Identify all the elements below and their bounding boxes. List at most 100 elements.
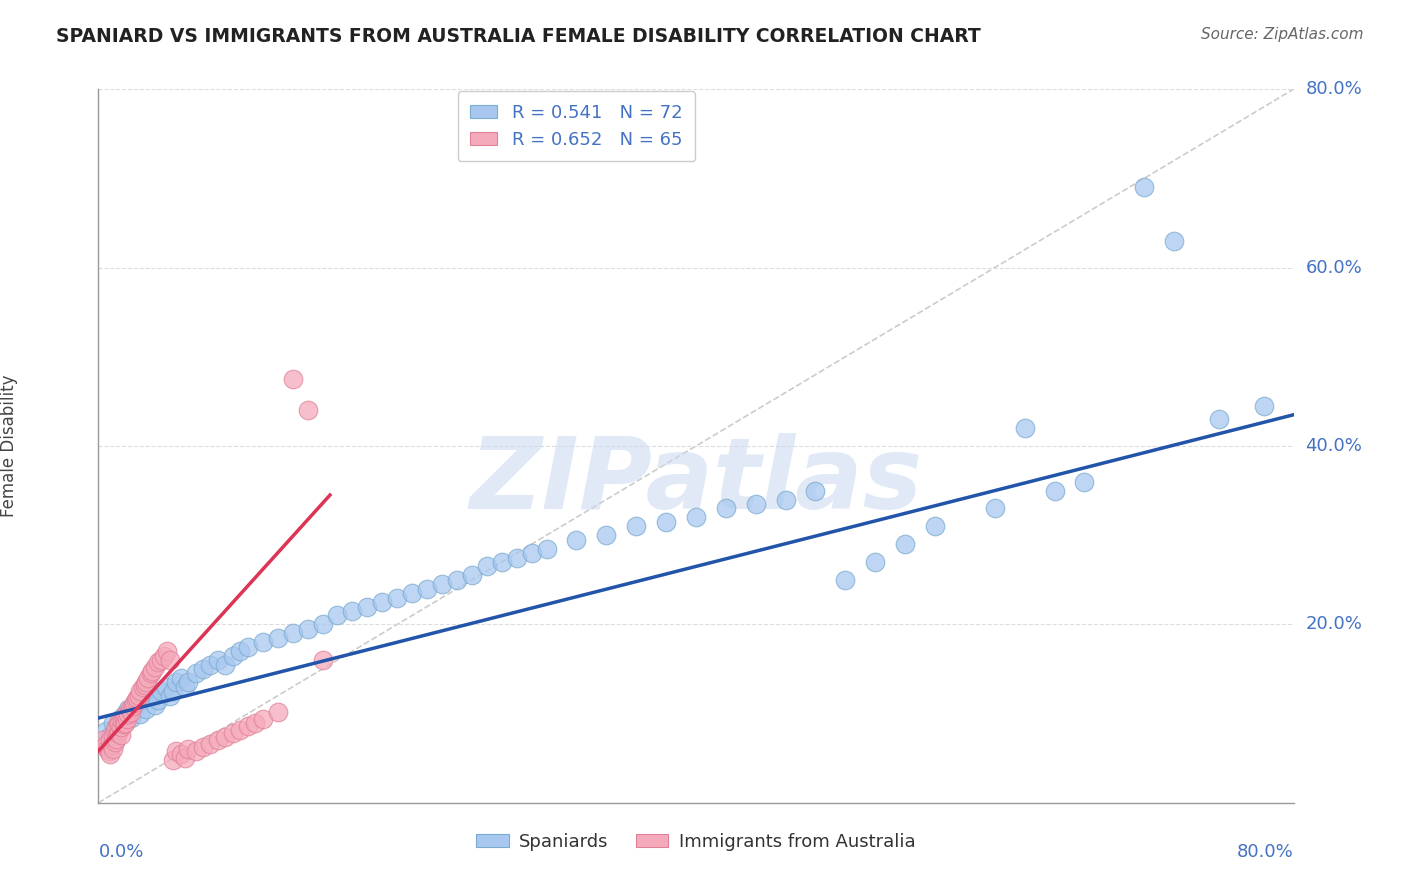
Point (1253, 399, 1275, 413)
Point (267, 705, 290, 719)
Point (685, 510, 707, 524)
Point (112, 711, 135, 725)
Point (281, 372, 304, 386)
Point (117, 702, 139, 716)
Point (229, 723, 252, 737)
Point (536, 541, 558, 556)
Point (267, 631, 290, 645)
Point (150, 653, 173, 667)
Point (207, 733, 229, 747)
Text: Female Disability: Female Disability (0, 375, 18, 517)
Text: 80.0%: 80.0% (1237, 843, 1294, 861)
Point (110, 720, 132, 734)
Point (1014, 421, 1036, 435)
Text: ZIPatlas: ZIPatlas (470, 434, 922, 530)
Point (236, 640, 259, 654)
Point (103, 715, 125, 730)
Point (745, 497, 768, 511)
Point (129, 706, 152, 721)
Point (207, 653, 229, 667)
Point (162, 684, 184, 698)
Point (446, 573, 468, 587)
Point (236, 719, 259, 733)
Point (135, 702, 157, 716)
Point (174, 751, 197, 765)
Point (214, 657, 236, 672)
Point (416, 582, 439, 596)
Point (169, 747, 191, 761)
Point (105, 720, 128, 734)
Point (120, 711, 142, 725)
Point (150, 684, 173, 698)
Point (165, 675, 187, 690)
Point (139, 689, 162, 703)
Point (98, 733, 122, 747)
Point (191, 662, 214, 676)
Point (128, 689, 150, 703)
Point (200, 657, 222, 672)
Point (114, 715, 136, 730)
Point (430, 577, 453, 591)
Point (103, 742, 125, 756)
Point (120, 705, 142, 719)
Point (491, 555, 513, 569)
Point (311, 617, 333, 632)
Point (139, 666, 162, 681)
Point (252, 635, 274, 649)
Point (132, 693, 155, 707)
Point (184, 744, 207, 758)
Point (136, 671, 159, 685)
Point (714, 501, 737, 516)
Point (371, 595, 394, 609)
Point (775, 492, 797, 507)
Point (565, 533, 588, 547)
Point (174, 680, 197, 694)
Point (191, 740, 214, 755)
Point (984, 501, 1007, 516)
Point (129, 684, 152, 698)
Point (401, 586, 423, 600)
Text: 40.0%: 40.0% (1306, 437, 1362, 455)
Point (461, 568, 484, 582)
Point (121, 699, 143, 714)
Point (356, 599, 378, 614)
Text: 80.0%: 80.0% (1306, 80, 1362, 98)
Point (148, 693, 170, 707)
Point (184, 666, 207, 681)
Point (124, 696, 146, 710)
Point (520, 546, 543, 560)
Point (222, 726, 245, 740)
Point (94, 738, 117, 752)
Point (143, 660, 166, 674)
Point (1133, 180, 1156, 194)
Point (1073, 475, 1095, 489)
Point (114, 708, 136, 723)
Point (132, 680, 155, 694)
Text: SPANIARD VS IMMIGRANTS FROM AUSTRALIA FEMALE DISABILITY CORRELATION CHART: SPANIARD VS IMMIGRANTS FROM AUSTRALIA FE… (56, 27, 981, 45)
Point (326, 608, 349, 623)
Point (162, 753, 184, 767)
Point (311, 653, 333, 667)
Point (114, 706, 136, 721)
Point (148, 655, 170, 669)
Text: 20.0%: 20.0% (1306, 615, 1362, 633)
Point (110, 711, 132, 725)
Point (153, 648, 176, 663)
Point (1163, 234, 1185, 248)
Point (506, 550, 529, 565)
Point (1208, 412, 1230, 426)
Point (97, 744, 120, 758)
Point (96, 742, 118, 756)
Point (297, 403, 319, 417)
Point (107, 715, 129, 730)
Point (385, 591, 409, 605)
Point (98, 729, 122, 743)
Point (252, 712, 274, 726)
Point (117, 706, 139, 721)
Point (107, 726, 129, 740)
Point (134, 678, 156, 692)
Point (125, 698, 148, 712)
Point (110, 728, 132, 742)
Point (169, 671, 191, 685)
Point (104, 724, 127, 739)
